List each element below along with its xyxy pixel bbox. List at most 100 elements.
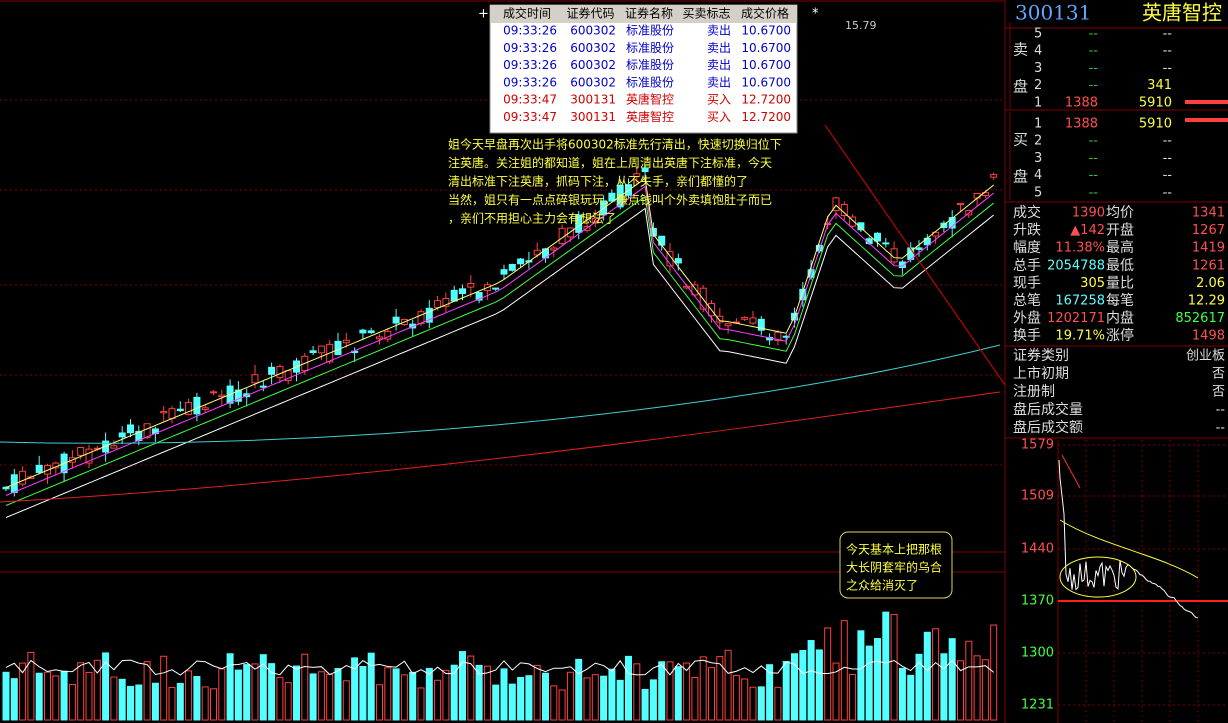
candle (467, 283, 475, 288)
cell: 10.6700 (741, 24, 791, 38)
cell: 600302 (570, 75, 616, 89)
candle (425, 307, 433, 323)
candle (550, 247, 558, 251)
volume (127, 685, 134, 721)
volume (425, 667, 433, 721)
volume (932, 628, 940, 721)
candle (724, 323, 732, 327)
volume (135, 684, 143, 721)
volume (915, 653, 923, 721)
candle (716, 315, 724, 323)
stat-label: 现手 (1013, 275, 1041, 291)
cell: 09:33:26 (503, 41, 557, 55)
info-label: 上市初期 (1013, 365, 1069, 382)
volume (400, 674, 408, 721)
level: 2 (1034, 134, 1042, 149)
stat-value: 852617 (1175, 311, 1225, 326)
stat-label: 总手 (1013, 258, 1041, 274)
ma-line (5, 207, 995, 518)
volume (201, 686, 209, 721)
volume (143, 661, 151, 721)
candle (774, 331, 782, 342)
volume (251, 663, 259, 721)
candle (201, 407, 209, 411)
volume (940, 653, 948, 721)
note-line: ，亲们不用担心主力会有想法了 (448, 211, 616, 226)
volume (591, 674, 599, 721)
cell: 600302 (570, 41, 616, 55)
volume (68, 684, 76, 721)
side-label: 买 (1013, 131, 1028, 149)
cell: 10.6700 (741, 41, 791, 55)
volume (52, 675, 60, 721)
candle (2, 486, 10, 490)
volume (268, 663, 276, 721)
cell: 12.7200 (741, 110, 791, 124)
stat-value: 12.29 (1188, 294, 1225, 309)
candle (840, 204, 848, 217)
candle (749, 317, 757, 324)
volume (724, 649, 732, 721)
volume (359, 665, 367, 721)
volume (674, 666, 682, 721)
side-label: 盘 (1013, 78, 1028, 96)
stat-value: 2.06 (1196, 276, 1225, 291)
candle (342, 339, 350, 344)
stat-value: 1390 (1072, 206, 1105, 221)
candle (741, 317, 749, 320)
stat-value: 1419 (1192, 241, 1225, 256)
candle (674, 258, 682, 264)
volume (193, 675, 201, 721)
volume: -- (1163, 185, 1173, 200)
cell: 标准股份 (626, 41, 674, 55)
volume (990, 624, 998, 721)
volume (102, 652, 110, 721)
volume (151, 682, 159, 721)
candle (641, 167, 649, 173)
note-line: 姐今天早盘再次出手将600302标准先行清出，快速切换归位下 (448, 137, 782, 152)
cell: 卖出 (707, 58, 731, 72)
candle (508, 263, 516, 271)
ma-line (5, 185, 995, 496)
candle (185, 402, 193, 415)
stat-label: 成交 (1013, 204, 1041, 221)
candle (85, 448, 93, 464)
candle (168, 408, 176, 419)
volume (882, 611, 890, 721)
candle (334, 340, 342, 356)
cell: 卖出 (707, 75, 731, 89)
candle (666, 251, 674, 267)
volume (815, 649, 823, 721)
mini-y-label: 1370 (1021, 594, 1054, 609)
info-value: 否 (1212, 367, 1225, 382)
candle (857, 222, 865, 231)
volume (326, 673, 334, 721)
volume (459, 651, 466, 721)
kline (0, 164, 1001, 721)
stat-label: 每笔 (1106, 293, 1134, 309)
price: 1388 (1065, 117, 1098, 132)
volume: -- (1163, 134, 1173, 149)
volume (309, 673, 317, 721)
volume (243, 664, 251, 721)
volume (492, 684, 500, 721)
volume (317, 671, 325, 721)
price: -- (1089, 27, 1099, 42)
candle (874, 232, 881, 242)
volume (467, 655, 475, 721)
candle (492, 287, 500, 290)
volume (907, 674, 915, 721)
volume (600, 675, 608, 721)
volume (923, 631, 931, 721)
volume (2, 671, 10, 721)
volume (376, 684, 383, 721)
level: 5 (1034, 185, 1042, 200)
volume (550, 685, 558, 721)
volume (517, 677, 525, 721)
info-label: 证券类别 (1013, 348, 1069, 364)
highlight (1059, 556, 1137, 598)
candle (259, 385, 267, 388)
